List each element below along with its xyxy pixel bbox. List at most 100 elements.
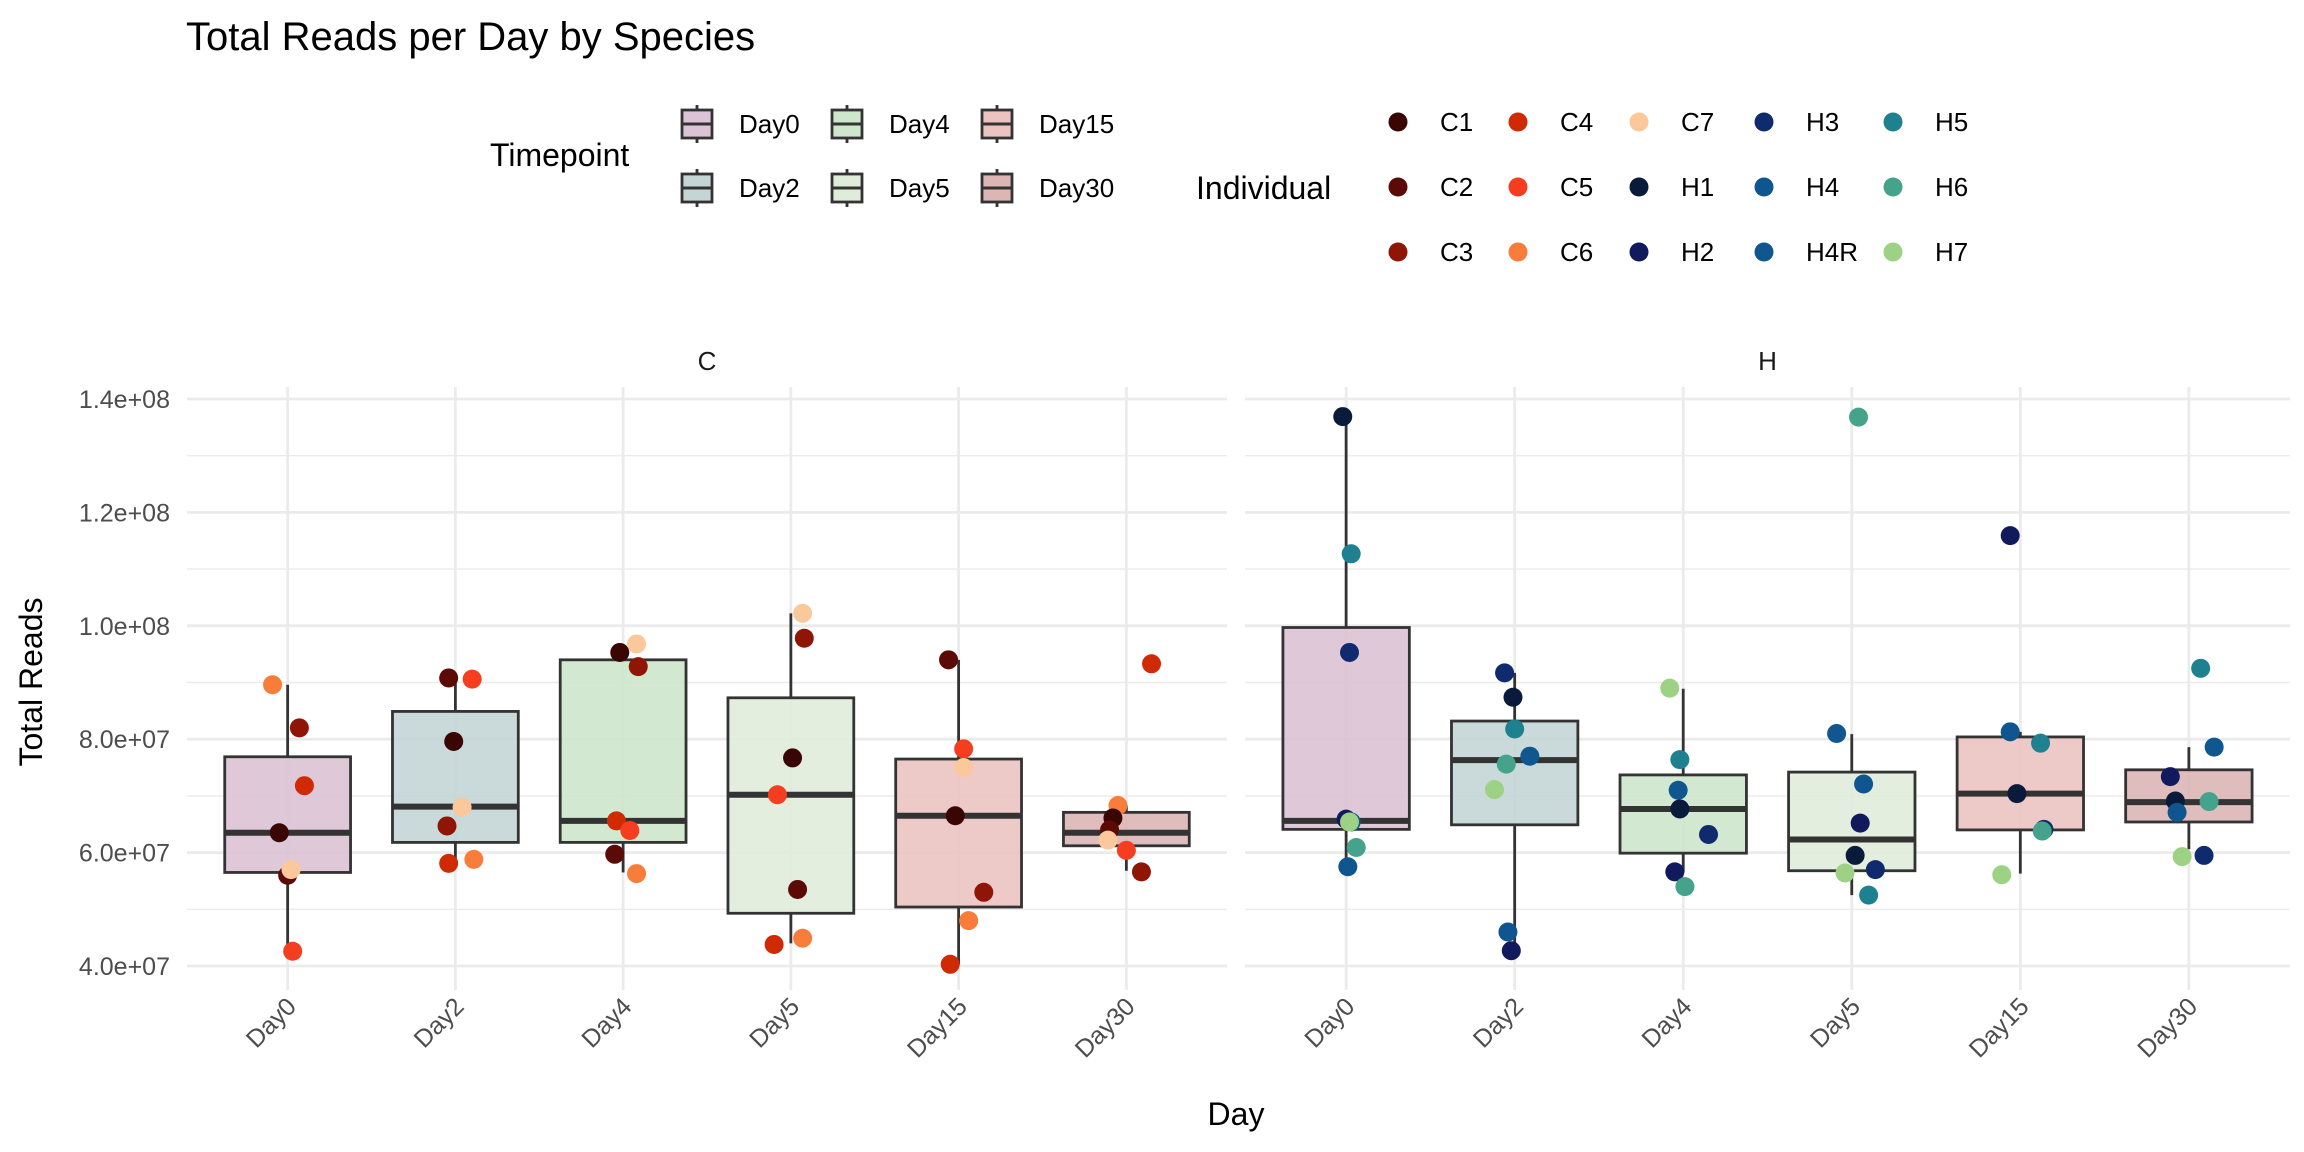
point-h4-day2	[1498, 922, 1518, 942]
point-h7-day2	[1484, 780, 1504, 800]
point-c6-day5	[793, 928, 813, 948]
point-h3-day5	[1865, 860, 1885, 880]
point-h7-day4	[1660, 678, 1680, 698]
point-h6-day15	[2032, 821, 2052, 841]
box-rect	[1062, 810, 1191, 848]
legend-label: C5	[1560, 172, 1593, 202]
point-h4-day5	[1854, 774, 1874, 794]
point-c3-day2	[437, 816, 457, 836]
point-c7-day4	[627, 634, 647, 654]
legend-label: Day5	[889, 173, 950, 203]
point-c1-day0	[269, 823, 289, 843]
x-tick-label: Day15	[902, 992, 973, 1063]
y-axis-title: Total Reads	[13, 598, 49, 767]
legend-label: C6	[1560, 237, 1593, 267]
point-c4-day15	[940, 954, 960, 974]
legend-entry-c6: C6	[1508, 237, 1593, 267]
point-h4-day30	[2167, 802, 2187, 822]
point-c1-day2	[444, 731, 464, 751]
point-c3-day30	[1131, 862, 1151, 882]
legend-dot-c2	[1388, 177, 1408, 197]
legend-dot-c3	[1388, 242, 1408, 262]
x-tick-label: Day4	[1636, 992, 1697, 1053]
point-h2-day2	[1501, 941, 1521, 961]
point-c4-day5	[764, 934, 784, 954]
x-tick-label: Day2	[409, 992, 470, 1053]
legend-label: H3	[1806, 107, 1839, 137]
y-tick-label: 1.4e+08	[79, 386, 170, 414]
legend-dot-h5	[1883, 112, 1903, 132]
box-rect	[1955, 735, 2085, 832]
point-h4r-day2	[1520, 746, 1540, 766]
legend-entry-c3: C3	[1388, 237, 1473, 267]
x-axis-title: Day	[1208, 1096, 1265, 1132]
point-c5-day15	[954, 739, 974, 759]
point-c4-day4	[606, 811, 626, 831]
point-c2-day15	[939, 650, 959, 670]
box-c-day15	[894, 659, 1023, 965]
y-tick-label: 4.0e+07	[79, 953, 170, 981]
legend-key-day5: Day5	[830, 169, 950, 207]
y-tick-label: 1.2e+08	[79, 499, 170, 527]
x-tick-label: Day15	[1964, 992, 2035, 1063]
point-h1-day5	[1845, 845, 1865, 865]
legend-timepoint-title: Timepoint	[490, 137, 629, 173]
legend-dot-c5	[1508, 177, 1528, 197]
point-h7-day30	[2172, 847, 2192, 867]
point-h4-day0	[1338, 857, 1358, 877]
legend-key-day2: Day2	[680, 169, 800, 207]
point-c5-day0	[283, 941, 303, 961]
legend-label: H2	[1681, 237, 1714, 267]
legend-label: H4	[1806, 172, 1839, 202]
point-h6-day30	[2199, 792, 2219, 812]
point-c7-day0	[281, 860, 301, 880]
box-c-day2	[391, 678, 520, 864]
legend-dot-h6	[1883, 177, 1903, 197]
box-h-day2	[1450, 672, 1580, 951]
legend-label: C1	[1440, 107, 1473, 137]
legend-label: Day2	[739, 173, 800, 203]
legend-label: H1	[1681, 172, 1714, 202]
box-c-day30	[1062, 805, 1191, 871]
facet-strip-label: C	[698, 346, 717, 376]
point-h2-day4	[1665, 862, 1685, 882]
point-h2-day15	[2000, 526, 2020, 546]
point-h5-day5	[1859, 885, 1879, 905]
legend-entry-h6: H6	[1883, 172, 1968, 202]
point-h2-day5	[1850, 813, 1870, 833]
point-c7-day15	[954, 758, 974, 778]
legend-key-day15: Day15	[980, 105, 1114, 143]
x-tick-label: Day0	[241, 992, 302, 1053]
legend-entry-h3: H3	[1754, 107, 1839, 137]
legend-key-day0: Day0	[680, 105, 800, 143]
point-h1-day4	[1670, 799, 1690, 819]
legend-label: C2	[1440, 172, 1473, 202]
point-c1-day15	[945, 806, 965, 826]
point-c3-day4	[628, 657, 648, 677]
y-tick-label: 8.0e+07	[79, 726, 170, 754]
chart-title: Total Reads per Day by Species	[186, 15, 755, 59]
point-c2-day4	[605, 844, 625, 864]
facet-panels: 4.0e+07 6.0e+07 8.0e+07 1.0e+08 1.2e+08 1.4e+…	[79, 346, 2290, 1063]
point-h4r-day30	[2204, 737, 2224, 757]
legend-dot-h3	[1754, 112, 1774, 132]
box-h-day0	[1281, 416, 1411, 867]
point-h4-day15	[2000, 722, 2020, 742]
legend-dot-h4	[1754, 177, 1774, 197]
x-tick-label: Day4	[576, 992, 637, 1053]
point-c4-day30	[1142, 654, 1162, 674]
point-h2-day30	[2160, 767, 2180, 787]
legend-key-day30: Day30	[980, 169, 1114, 207]
point-c5-day4	[620, 820, 640, 840]
point-h6-day4	[1675, 877, 1695, 897]
legend-entry-h4r: H4R	[1754, 237, 1858, 267]
box-rect	[726, 696, 856, 915]
legend-key-day4: Day4	[830, 105, 950, 143]
point-c2-day2	[439, 668, 459, 688]
point-c6-day0	[263, 675, 283, 695]
box-c-day5	[726, 613, 856, 944]
legend-label: Day0	[739, 109, 800, 139]
x-tick-label: Day30	[2132, 992, 2203, 1063]
legend-dot-c7	[1629, 112, 1649, 132]
point-h3-day2	[1495, 663, 1515, 683]
